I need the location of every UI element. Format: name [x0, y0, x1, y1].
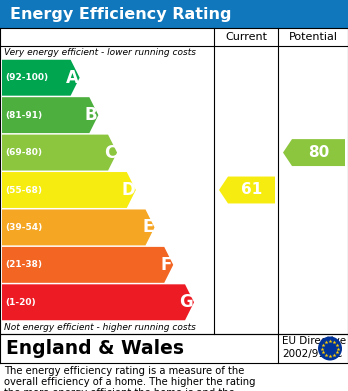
- Polygon shape: [2, 60, 80, 96]
- Text: (81-91): (81-91): [5, 111, 42, 120]
- Polygon shape: [283, 139, 345, 166]
- Text: Potential: Potential: [288, 32, 338, 42]
- Text: EU Directive
2002/91/EC: EU Directive 2002/91/EC: [282, 336, 346, 359]
- Text: B: B: [85, 106, 97, 124]
- Polygon shape: [219, 176, 275, 203]
- Text: the more energy efficient the home is and the: the more energy efficient the home is an…: [4, 388, 235, 391]
- Polygon shape: [2, 97, 98, 133]
- Text: E: E: [142, 219, 153, 237]
- Polygon shape: [2, 247, 173, 283]
- Polygon shape: [2, 135, 117, 170]
- Circle shape: [318, 337, 342, 361]
- Text: D: D: [121, 181, 135, 199]
- Text: Current: Current: [225, 32, 267, 42]
- Text: overall efficiency of a home. The higher the rating: overall efficiency of a home. The higher…: [4, 377, 255, 387]
- Text: Energy Efficiency Rating: Energy Efficiency Rating: [10, 7, 232, 22]
- Bar: [0, 0, 348, 28]
- Text: The energy efficiency rating is a measure of the: The energy efficiency rating is a measur…: [4, 366, 244, 376]
- Text: (1-20): (1-20): [5, 298, 35, 307]
- Polygon shape: [2, 172, 136, 208]
- Text: F: F: [161, 256, 172, 274]
- Text: G: G: [179, 293, 193, 311]
- Text: (55-68): (55-68): [5, 185, 42, 194]
- Text: 80: 80: [308, 145, 329, 160]
- Polygon shape: [2, 210, 155, 246]
- Text: (69-80): (69-80): [5, 148, 42, 157]
- Text: (92-100): (92-100): [5, 73, 48, 82]
- Text: Very energy efficient - lower running costs: Very energy efficient - lower running co…: [4, 48, 196, 57]
- Text: Not energy efficient - higher running costs: Not energy efficient - higher running co…: [4, 323, 196, 332]
- Text: (21-38): (21-38): [5, 260, 42, 269]
- Text: 61: 61: [241, 183, 262, 197]
- Text: C: C: [104, 143, 116, 161]
- Polygon shape: [2, 284, 194, 320]
- Text: England & Wales: England & Wales: [6, 339, 184, 358]
- Text: A: A: [66, 69, 79, 87]
- Text: (39-54): (39-54): [5, 223, 42, 232]
